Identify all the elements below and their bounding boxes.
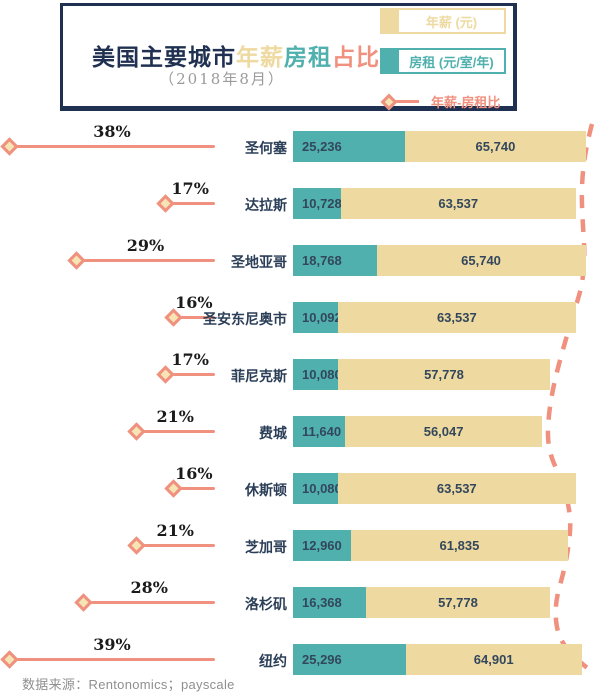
city-label: 圣何塞 — [245, 140, 287, 156]
rent-bar: 16,368 — [293, 587, 366, 618]
rent-bar: 10,092 — [293, 302, 342, 333]
ratio-line — [172, 487, 215, 490]
title-part-cities: 美国主要城市 — [92, 44, 236, 70]
chart-subtitle: （2018年8月） — [159, 70, 285, 88]
title-part-ratio: 占比 — [332, 44, 380, 70]
legend-salary-label: 年薪 (元) — [397, 8, 506, 34]
city-label: 费城 — [259, 425, 287, 441]
ratio-line — [83, 601, 215, 604]
city-label: 圣地亚哥 — [231, 254, 287, 270]
ratio-line — [9, 658, 215, 661]
legend-item-ratio: 年薪-房租比 — [380, 92, 500, 111]
ratio-line — [75, 259, 215, 262]
salary-bar: 63,537 — [340, 188, 576, 219]
chart-title: 美国主要城市年薪房租占比 — [92, 38, 392, 72]
salary-bar: 57,778 — [337, 359, 551, 390]
city-label: 休斯顿 — [245, 482, 287, 498]
city-label: 洛杉矶 — [245, 596, 287, 612]
title-part-rent: 房租 — [284, 44, 332, 70]
salary-swatch-icon — [380, 8, 397, 34]
rent-bar: 10,728 — [293, 188, 342, 219]
legend-rent-label: 房租 (元/室/年) — [397, 48, 506, 74]
salary-bar: 63,537 — [337, 473, 576, 504]
ratio-line — [172, 316, 215, 319]
salary-bar: 57,778 — [365, 587, 551, 618]
rent-bar: 10,080 — [293, 473, 342, 504]
city-label: 纽约 — [259, 653, 287, 669]
ratio-diamond-icon — [0, 137, 19, 156]
rent-bar: 11,640 — [293, 416, 345, 447]
salary-bar: 64,901 — [405, 644, 582, 675]
legend-ratio-label: 年薪-房租比 — [431, 95, 501, 110]
ratio-percent-label: 28% — [130, 578, 168, 597]
ratio-percent-label: 17% — [171, 350, 209, 369]
ratio-line — [9, 145, 215, 148]
ratio-percent-label: 16% — [175, 464, 213, 483]
ratio-percent-label: 39% — [93, 635, 131, 654]
salary-bar: 61,835 — [350, 530, 569, 561]
rent-bar: 25,236 — [293, 131, 406, 162]
city-label: 菲尼克斯 — [231, 368, 287, 384]
ratio-diamond-icon — [74, 593, 94, 612]
salary-bar: 65,740 — [405, 131, 586, 162]
rent-bar: 10,080 — [293, 359, 342, 390]
ratio-line — [135, 430, 215, 433]
chart-area: 38% 圣何塞 25,236 65,740 17% 达拉斯 10,728 63,537 29% 圣… — [0, 118, 600, 680]
data-source: 数据来源：Rentonomics；payscale — [22, 677, 235, 692]
ratio-percent-label: 38% — [93, 122, 131, 141]
ratio-diamond-icon — [380, 93, 398, 110]
ratio-diamond-icon — [0, 650, 19, 669]
ratio-diamond-icon — [67, 251, 86, 270]
ratio-line — [165, 373, 215, 376]
legend-item-salary: 年薪 (元) — [380, 8, 506, 34]
rent-swatch-icon — [380, 48, 397, 74]
ratio-percent-label: 21% — [156, 521, 194, 540]
ratio-line-icon — [393, 100, 419, 103]
rent-bar: 25,296 — [293, 644, 406, 675]
rent-bar: 12,960 — [293, 530, 351, 561]
ratio-percent-label: 21% — [156, 407, 194, 426]
salary-bar: 56,047 — [344, 416, 543, 447]
salary-bar: 65,740 — [376, 245, 586, 276]
city-label: 圣安东尼奥市 — [203, 311, 287, 327]
legend-item-rent: 房租 (元/室/年) — [380, 48, 506, 74]
ratio-percent-label: 16% — [175, 293, 213, 312]
ratio-line — [165, 202, 215, 205]
city-label: 达拉斯 — [245, 197, 287, 213]
ratio-line — [135, 544, 215, 547]
title-part-salary: 年薪 — [236, 44, 284, 70]
rent-bar: 18,768 — [293, 245, 377, 276]
salary-bar: 63,537 — [337, 302, 576, 333]
ratio-percent-label: 17% — [171, 179, 209, 198]
ratio-percent-label: 29% — [126, 236, 165, 255]
city-label: 芝加哥 — [245, 539, 287, 555]
